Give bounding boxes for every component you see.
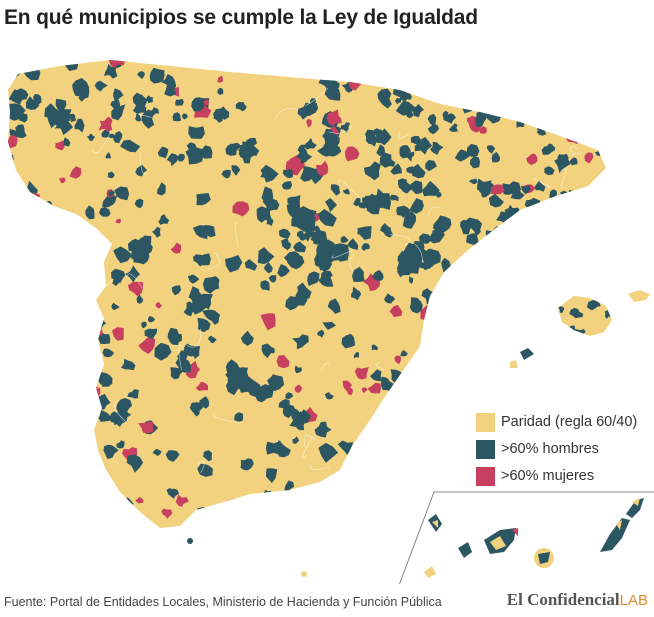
- legend-swatch-mujeres: [476, 466, 495, 486]
- legend-label-mujeres: >60% mujeres: [501, 468, 595, 484]
- peninsula: [8, 60, 606, 528]
- map-legend: Paridad (regla 60/40) >60% hombres >60% …: [476, 410, 637, 491]
- brand-name: El Confidencial: [506, 590, 620, 609]
- legend-label-hombres: >60% hombres: [501, 441, 599, 457]
- source-note: Fuente: Portal de Entidades Locales, Min…: [4, 595, 442, 609]
- canarias-inset-frame: [398, 491, 654, 584]
- legend-swatch-hombres: [476, 439, 495, 459]
- legend-item-hombres: >60% hombres: [476, 437, 637, 461]
- baleares: [510, 290, 650, 368]
- spain-municipalities-map: [8, 60, 654, 584]
- canarias: [424, 498, 644, 578]
- brand-suffix: LAB: [619, 592, 648, 609]
- legend-swatch-paridad: [476, 412, 495, 432]
- map-title: En qué municipios se cumple la Ley de Ig…: [4, 6, 478, 29]
- legend-label-paridad: Paridad (regla 60/40): [501, 414, 638, 430]
- melilla: [301, 571, 307, 577]
- legend-item-paridad: Paridad (regla 60/40): [476, 410, 637, 434]
- legend-item-mujeres: >60% mujeres: [476, 464, 637, 488]
- ceuta: [187, 538, 193, 544]
- brand-logo: El ConfidencialLAB: [507, 590, 648, 610]
